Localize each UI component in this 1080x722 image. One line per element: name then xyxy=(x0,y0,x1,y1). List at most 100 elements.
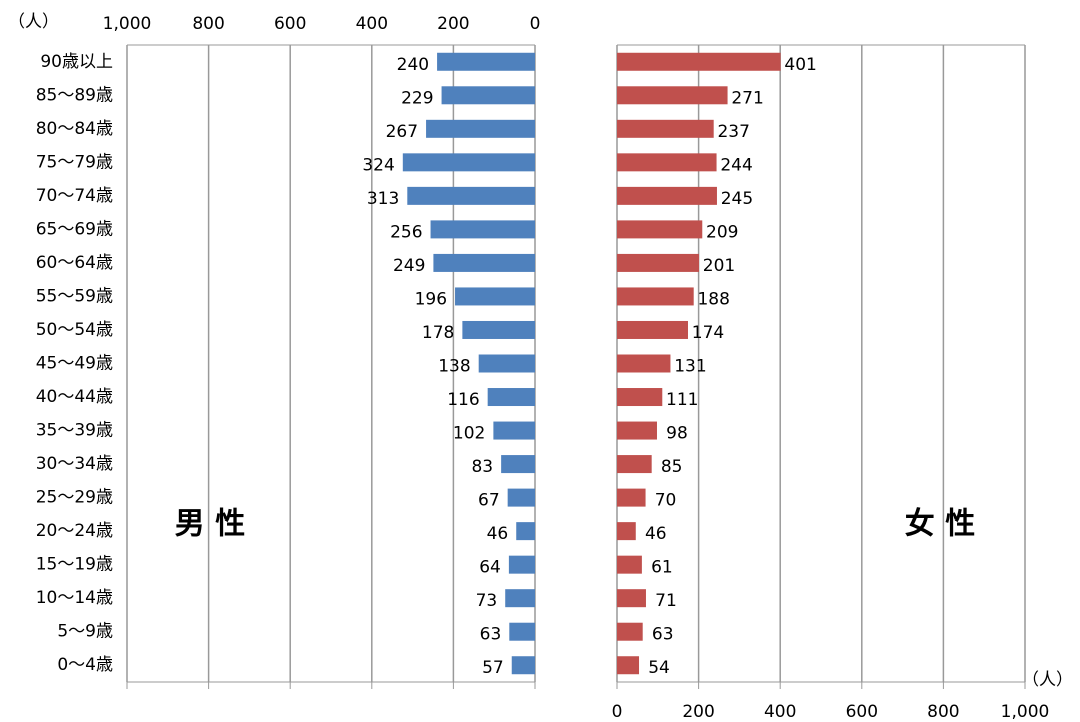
bar xyxy=(455,287,535,306)
value-label: 201 xyxy=(703,256,735,276)
value-label: 46 xyxy=(645,524,667,544)
value-label: 73 xyxy=(476,591,498,611)
bar xyxy=(402,153,535,172)
value-label: 85 xyxy=(661,457,683,477)
bar xyxy=(505,589,535,608)
category-label: 0〜4歳 xyxy=(57,655,113,675)
x-tick-label: 800 xyxy=(927,702,959,722)
value-label: 64 xyxy=(479,558,501,578)
bar xyxy=(407,186,535,205)
bar xyxy=(426,119,535,138)
value-label: 102 xyxy=(453,424,485,444)
bar xyxy=(617,354,671,373)
category-label: 45〜49歳 xyxy=(36,354,113,374)
value-label: 63 xyxy=(652,625,674,645)
bar xyxy=(617,622,643,641)
category-label: 30〜34歳 xyxy=(36,454,113,474)
bar xyxy=(617,186,717,205)
value-label: 57 xyxy=(482,658,504,678)
bar xyxy=(430,220,535,239)
bar xyxy=(617,153,717,172)
value-label: 256 xyxy=(390,222,422,242)
category-label: 75〜79歳 xyxy=(36,152,113,172)
value-label: 245 xyxy=(721,189,753,209)
bar xyxy=(617,388,663,407)
bar xyxy=(617,522,636,541)
category-label: 85〜89歳 xyxy=(36,85,113,105)
x-tick-label: 1,000 xyxy=(1001,702,1050,722)
bar xyxy=(437,52,535,71)
bar xyxy=(617,555,642,574)
bar xyxy=(617,488,646,507)
x-tick-label: 0 xyxy=(612,702,623,722)
category-label: 70〜74歳 xyxy=(36,186,113,206)
x-tick-label: 400 xyxy=(764,702,796,722)
bar xyxy=(493,421,535,440)
x-tick-label: 200 xyxy=(682,702,714,722)
value-label: 116 xyxy=(447,390,479,410)
bar xyxy=(433,253,535,272)
value-label: 71 xyxy=(655,591,677,611)
category-label: 15〜19歳 xyxy=(36,555,113,575)
category-label: 65〜69歳 xyxy=(36,219,113,239)
bar xyxy=(509,622,535,641)
bar xyxy=(617,119,714,138)
bar xyxy=(617,589,646,608)
category-label: 55〜59歳 xyxy=(36,286,113,306)
value-label: 63 xyxy=(480,625,502,645)
category-label: 10〜14歳 xyxy=(36,588,113,608)
value-label: 70 xyxy=(655,491,677,511)
x-tick-label: 200 xyxy=(437,14,469,34)
category-label: 40〜44歳 xyxy=(36,387,113,407)
value-label: 54 xyxy=(648,658,670,678)
x-tick-label: 1,000 xyxy=(103,14,152,34)
bar xyxy=(617,421,657,440)
bar xyxy=(507,488,535,507)
value-label: 111 xyxy=(666,390,698,410)
value-label: 237 xyxy=(717,122,749,142)
value-label: 174 xyxy=(692,323,724,343)
bar xyxy=(487,388,535,407)
bar xyxy=(441,86,535,105)
value-label: 188 xyxy=(697,289,729,309)
bar xyxy=(511,656,535,675)
value-label: 178 xyxy=(422,323,454,343)
value-label: 131 xyxy=(674,357,706,377)
category-label: 60〜64歳 xyxy=(36,253,113,273)
x-tick-label: 400 xyxy=(356,14,388,34)
bar xyxy=(617,656,640,675)
value-label: 46 xyxy=(487,524,509,544)
bar xyxy=(617,86,728,105)
value-label: 83 xyxy=(471,457,493,477)
category-label: 50〜54歳 xyxy=(36,320,113,340)
value-label: 138 xyxy=(438,357,470,377)
bar xyxy=(501,455,535,474)
value-label: 401 xyxy=(784,55,816,75)
unit-label: （人） xyxy=(8,12,59,32)
bar xyxy=(617,320,688,339)
x-tick-label: 600 xyxy=(274,14,306,34)
bar xyxy=(462,320,535,339)
category-label: 5〜9歳 xyxy=(57,622,113,642)
value-label: 244 xyxy=(720,155,752,175)
value-label: 61 xyxy=(651,558,673,578)
series-label: 男 性 xyxy=(175,507,245,542)
category-label: 20〜24歳 xyxy=(36,521,113,541)
value-label: 267 xyxy=(386,122,418,142)
value-label: 271 xyxy=(731,88,763,108)
x-tick-label: 0 xyxy=(530,14,541,34)
series-label: 女 性 xyxy=(905,507,975,542)
bar xyxy=(617,455,652,474)
bar xyxy=(617,52,781,71)
category-label: 35〜39歳 xyxy=(36,421,113,441)
bar xyxy=(478,354,535,373)
value-label: 98 xyxy=(666,424,688,444)
x-tick-label: 800 xyxy=(192,14,224,34)
value-label: 313 xyxy=(367,189,399,209)
value-label: 67 xyxy=(478,491,500,511)
category-label: 80〜84歳 xyxy=(36,119,113,139)
value-label: 240 xyxy=(397,55,429,75)
bar xyxy=(617,253,700,272)
bar xyxy=(617,287,694,306)
